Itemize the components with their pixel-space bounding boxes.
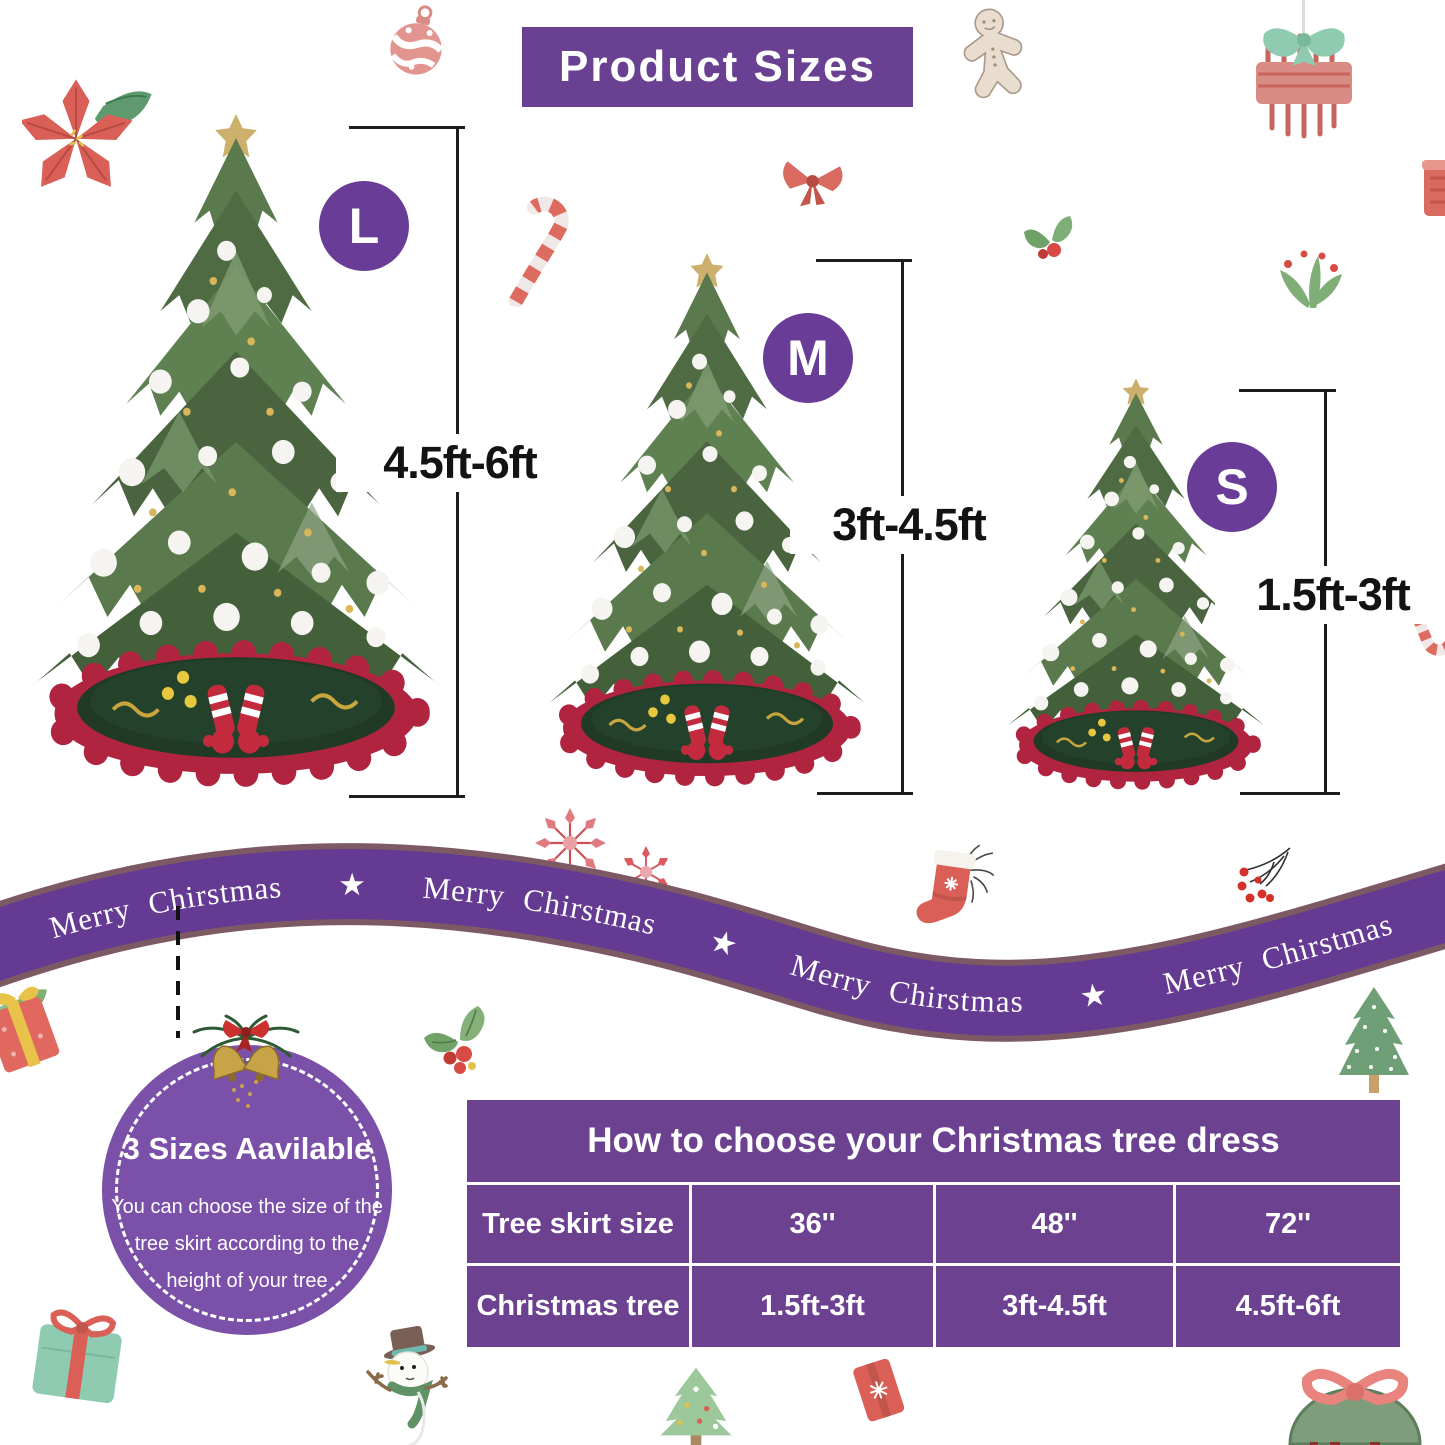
dim-tick-top-m <box>816 259 912 262</box>
table-cell: 3ft-4.5ft <box>936 1266 1173 1347</box>
snowflake-small-icon <box>624 846 668 898</box>
size-letter-s: S <box>1215 459 1249 515</box>
product-sizes-banner: Product Sizes <box>522 27 913 107</box>
size-letter-m: M <box>787 330 829 386</box>
candy-cane-icon <box>508 196 569 309</box>
snowman-icon <box>366 1326 448 1445</box>
table-cell: 72'' <box>1176 1185 1400 1263</box>
size-badge-m: M <box>763 313 853 403</box>
small-red-gift-icon <box>853 1358 905 1422</box>
golden-bells-icon <box>192 1014 300 1108</box>
gift-box-teal-icon <box>32 1309 122 1404</box>
striped-ornament-icon <box>390 5 444 75</box>
table-title: How to choose your Christmas tree dress <box>467 1100 1400 1182</box>
table-row-label: Christmas tree <box>467 1266 689 1347</box>
hanging-basket-ornament-icon <box>1256 0 1352 139</box>
dim-tick-top-s <box>1239 389 1336 392</box>
size-badge-s: S <box>1187 442 1277 532</box>
gingerbread-man-icon <box>963 8 1023 99</box>
table-cell: 4.5ft-6ft <box>1176 1266 1400 1347</box>
red-bow-icon <box>783 161 843 207</box>
berry-greens-icon <box>1280 250 1342 308</box>
table-cell: 1.5ft-3ft <box>692 1266 933 1347</box>
gift-box-red-icon <box>0 986 60 1073</box>
size-badge-l: L <box>319 181 409 271</box>
holly-sprig-icon <box>1024 216 1073 259</box>
berry-branch-icon <box>1237 847 1291 903</box>
dim-tick-bottom-l <box>349 795 465 798</box>
size-range-label-l: 4.5ft-6ft <box>336 434 584 492</box>
poinsettia-icon <box>22 79 152 187</box>
size-letter-l: L <box>348 198 380 254</box>
badge-dashed-ring <box>115 1058 379 1322</box>
size-chart-table: How to choose your Christmas tree dress … <box>467 1100 1400 1347</box>
dim-tick-bottom-m <box>817 792 913 795</box>
table-cell: 36'' <box>692 1185 933 1263</box>
dotted-pine-tree-icon <box>1339 987 1409 1093</box>
dome-gift-pink-bow-icon <box>1288 1368 1422 1445</box>
sizes-available-badge: 3 Sizes Aavilable You can choose the siz… <box>102 1045 392 1335</box>
page-title: Product Sizes <box>559 42 876 91</box>
table-row-label: Tree skirt size <box>467 1185 689 1263</box>
table-body: Tree skirt size 36'' 48'' 72'' Christmas… <box>467 1185 1400 1347</box>
dim-tick-top-l <box>349 126 465 129</box>
dim-tick-bottom-s <box>1240 792 1340 795</box>
size-range-label-m: 3ft-4.5ft <box>790 496 1028 554</box>
table-cell: 48'' <box>936 1185 1173 1263</box>
holly-berries-icon <box>424 1006 485 1074</box>
size-range-label-s: 1.5ft-3ft <box>1215 566 1445 624</box>
snowflake-large-icon <box>535 808 606 879</box>
red-stocking-icon <box>916 844 995 924</box>
mint-tree-icon <box>660 1367 732 1445</box>
red-cup-icon <box>1422 160 1445 216</box>
